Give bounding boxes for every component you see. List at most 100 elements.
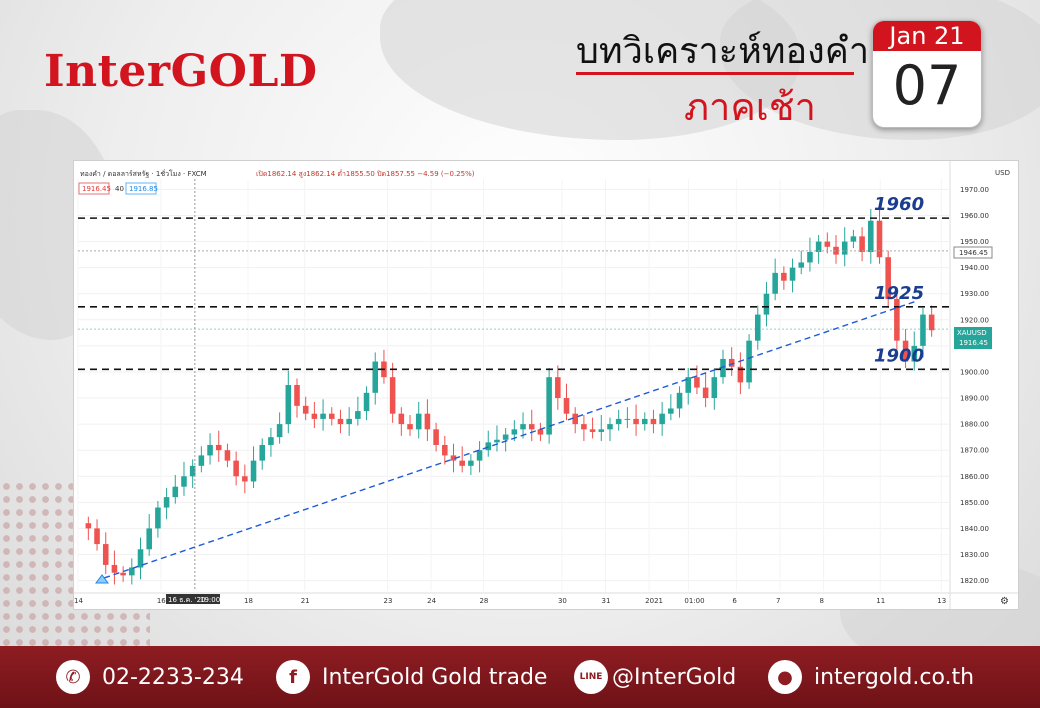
x-tick-label: 13 <box>937 597 946 605</box>
chart-grid <box>74 161 1018 609</box>
candle-body <box>624 418 631 420</box>
candle-body <box>763 293 770 315</box>
candle-body <box>815 241 822 253</box>
candle-body <box>772 272 778 294</box>
x-tick-label: 2021 <box>645 597 663 605</box>
candle-body <box>555 377 561 399</box>
x-tick-label: 30 <box>558 597 567 605</box>
candle-body <box>163 497 170 508</box>
candle-body <box>868 220 874 253</box>
candle-body <box>841 241 848 255</box>
candle-body <box>276 424 283 438</box>
chart-overlay: 1960 1925 1900 <box>78 179 950 591</box>
time-axis[interactable]: 14 16 18 21 23 24 28 30 31 2021 01:00 6 7 8 11 13 <box>74 597 946 605</box>
candle-body <box>572 413 578 425</box>
candle-body <box>102 544 109 565</box>
level-label-1960: 1960 <box>874 194 924 215</box>
price-axis[interactable]: 1820.00 1830.00 1840.00 1850.00 1860.00 1870.… <box>960 186 989 585</box>
candle-body <box>511 429 518 435</box>
candle-body <box>859 236 865 253</box>
footer-phone[interactable]: ✆ 02-2233-234 <box>56 646 244 708</box>
candle-body <box>598 429 605 432</box>
candle-body <box>146 528 152 550</box>
alert-marker-icon <box>95 574 109 584</box>
footer-facebook[interactable]: f InterGold Gold trade <box>276 646 547 708</box>
calendar-month: Jan 21 <box>873 21 981 51</box>
candle-body <box>537 429 544 435</box>
title-underline <box>576 72 854 75</box>
candle-body <box>268 437 274 445</box>
x-tick-label: 01:00 <box>684 597 704 605</box>
candle-body <box>563 398 570 414</box>
y-tick-label: 1950.00 <box>960 238 989 246</box>
hline-price-label: 1946.45 <box>959 249 988 257</box>
candle-body <box>337 418 344 425</box>
candle-body <box>181 476 187 487</box>
candle-body <box>476 450 483 461</box>
bid-price: 1916.45 <box>82 185 111 193</box>
footer-bar: ✆ 02-2233-234 f InterGold Gold trade LIN… <box>0 646 1040 708</box>
chart-svg[interactable]: 1960 1925 1900 1820.00 1830.00 1840.00 1850.0… <box>74 161 1018 609</box>
crosshair-date-label: 16 ธ.ค. '20 <box>168 596 206 604</box>
settings-gear-icon[interactable]: ⚙ <box>1000 596 1009 607</box>
x-tick-label: 6 <box>732 597 737 605</box>
chart-ohlc: เปิด1862.14 สูง1862.14 ต่ำ1855.50 ปิด185… <box>256 169 475 178</box>
candle-body <box>328 413 335 419</box>
price-tag-value: 1916.45 <box>959 339 988 347</box>
candle-body <box>920 314 926 346</box>
candle-body <box>94 528 100 545</box>
candle-body <box>363 392 370 412</box>
x-tick-label: 7 <box>776 597 780 605</box>
candle-body <box>902 340 909 362</box>
x-tick-label: 18 <box>244 597 253 605</box>
website-url: intergold.co.th <box>814 664 975 690</box>
y-tick-label: 1940.00 <box>960 264 989 272</box>
crosshair-time-label: 19:00 <box>200 596 220 604</box>
footer-line[interactable]: LINE @InterGold <box>574 646 736 708</box>
bid-box[interactable] <box>78 182 110 195</box>
candle-body <box>720 358 726 378</box>
candle-body <box>468 460 474 466</box>
ask-box[interactable] <box>125 182 157 195</box>
candle-body <box>250 460 257 482</box>
y-tick-label: 1850.00 <box>960 499 989 507</box>
x-tick-label: 31 <box>602 597 611 605</box>
currency-label: USD <box>995 169 1010 177</box>
candles <box>85 206 935 585</box>
candle-body <box>320 413 326 419</box>
x-tick-label: 23 <box>384 597 393 605</box>
candle-body <box>129 567 135 576</box>
price-tag-time: 43:10 <box>994 339 1014 347</box>
candle-body <box>676 392 683 409</box>
phone-icon: ✆ <box>56 660 90 694</box>
candle-body <box>520 424 526 430</box>
candle-body <box>711 377 718 399</box>
x-tick-label: 28 <box>479 597 488 605</box>
phone-number: 02-2233-234 <box>102 664 244 690</box>
candle-body <box>546 377 552 435</box>
footer-website[interactable]: ● intergold.co.th <box>768 646 974 708</box>
candle-body <box>302 405 309 414</box>
candle-body <box>911 345 918 362</box>
candle-body <box>833 246 839 255</box>
candle-body <box>746 340 752 383</box>
level-label-1925: 1925 <box>874 283 924 304</box>
y-tick-label: 1890.00 <box>960 395 989 403</box>
candle-body <box>876 220 883 258</box>
candle-body <box>789 267 796 281</box>
candle-body <box>442 444 448 456</box>
y-tick-label: 1840.00 <box>960 525 989 533</box>
candle-body <box>242 476 248 482</box>
candle-body <box>737 366 744 383</box>
candle-body <box>798 262 805 268</box>
candle-body <box>407 424 413 430</box>
candle-body <box>215 444 222 451</box>
candle-body <box>528 424 535 430</box>
globe-icon: ● <box>768 660 802 694</box>
candle-body <box>294 385 300 406</box>
candle-body <box>589 429 596 432</box>
y-tick-label: 1960.00 <box>960 212 989 220</box>
facebook-icon: f <box>276 660 310 694</box>
candle-body <box>694 377 700 388</box>
price-chart[interactable]: 1960 1925 1900 1820.00 1830.00 1840.00 1850.0… <box>73 160 1019 610</box>
